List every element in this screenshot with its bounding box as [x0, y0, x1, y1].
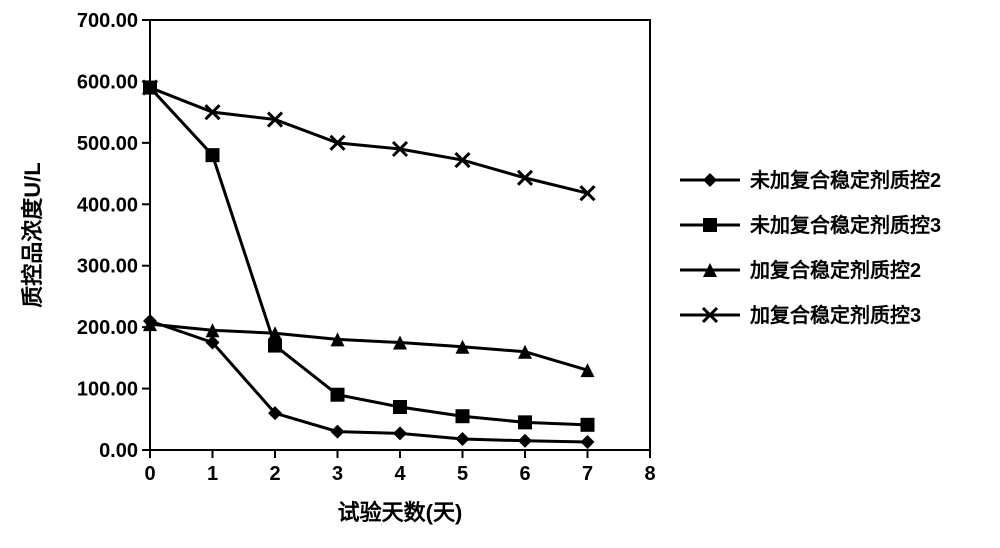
x-tick-label: 7	[582, 463, 593, 485]
x-tick-label: 8	[644, 463, 655, 485]
x-tick-label: 0	[144, 463, 155, 485]
x-tick-label: 3	[332, 463, 343, 485]
square-marker	[268, 339, 282, 353]
legend-label: 加复合稳定剂质控2	[749, 258, 921, 282]
square-marker	[331, 388, 345, 402]
x-tick-label: 1	[207, 463, 218, 485]
square-marker	[206, 148, 220, 162]
x-axis-label: 试验天数(天)	[338, 500, 463, 525]
legend-label: 加复合稳定剂质控3	[749, 303, 921, 327]
legend-label: 未加复合稳定剂质控2	[750, 168, 941, 192]
legend-label: 未加复合稳定剂质控3	[750, 213, 941, 237]
y-axis-label: 质控品浓度U/L	[20, 162, 45, 307]
y-tick-label: 100.00	[77, 379, 138, 401]
y-tick-label: 0.00	[99, 440, 138, 462]
x-tick-label: 6	[519, 463, 530, 485]
y-tick-label: 200.00	[77, 317, 138, 339]
x-tick-label: 4	[394, 463, 406, 485]
y-tick-label: 700.00	[77, 10, 138, 32]
y-tick-label: 500.00	[77, 133, 138, 155]
square-marker	[703, 218, 717, 232]
y-tick-label: 400.00	[77, 194, 138, 216]
y-tick-label: 600.00	[77, 71, 138, 93]
x-tick-label: 5	[457, 463, 468, 485]
x-tick-label: 2	[269, 463, 280, 485]
square-marker	[393, 400, 407, 414]
square-marker	[456, 409, 470, 423]
chart-container: 0.00 100.00 200.00 300.00 400.00 500.00 600.00…	[0, 0, 1000, 548]
square-marker	[581, 418, 595, 432]
line-chart: 0.00 100.00 200.00 300.00 400.00 500.00 600.00…	[0, 0, 1000, 548]
square-marker	[518, 415, 532, 429]
y-tick-label: 300.00	[77, 256, 138, 278]
